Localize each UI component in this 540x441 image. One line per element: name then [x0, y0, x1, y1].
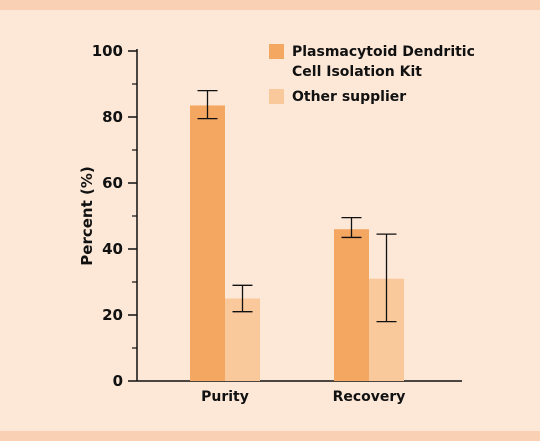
- y-tick-label: 40: [102, 240, 123, 258]
- x-tick-label: Purity: [201, 389, 249, 405]
- legend-swatch: [269, 44, 284, 59]
- bottom-frame-band: [0, 431, 540, 441]
- x-tick-label: Recovery: [333, 389, 406, 405]
- y-tick-label: 80: [102, 108, 123, 126]
- y-axis-label: Percent (%): [78, 166, 96, 265]
- top-frame-band: [0, 0, 540, 10]
- legend-label: Plasmacytoid Dendritic: [292, 44, 475, 60]
- legend-label: Other supplier: [292, 89, 406, 105]
- legend-label: Cell Isolation Kit: [292, 64, 422, 80]
- y-tick-label: 0: [113, 372, 123, 390]
- y-tick-label: 20: [102, 306, 123, 324]
- y-tick-label: 100: [92, 42, 123, 60]
- legend-swatch: [269, 89, 284, 104]
- y-tick-label: 60: [102, 174, 123, 192]
- bar: [334, 229, 369, 381]
- bar: [190, 105, 225, 381]
